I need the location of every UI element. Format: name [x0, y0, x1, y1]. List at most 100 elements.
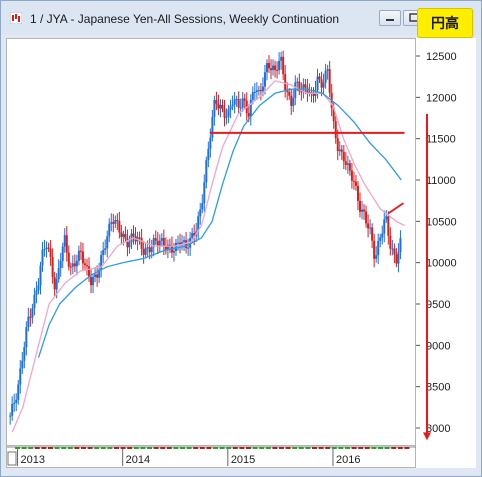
session-marker — [378, 447, 383, 449]
candle-body — [304, 84, 307, 88]
candle — [320, 71, 323, 97]
candle-body — [274, 65, 277, 70]
session-marker — [160, 447, 166, 449]
session-marker — [397, 447, 403, 449]
candle-body — [11, 403, 14, 416]
candle — [136, 231, 139, 251]
candle — [106, 230, 109, 258]
candle-body — [67, 252, 70, 267]
session-marker — [213, 447, 218, 449]
session-marker — [272, 447, 278, 449]
candle-body — [259, 90, 262, 92]
candle-body — [71, 263, 74, 267]
candle — [73, 254, 76, 273]
candle — [221, 99, 224, 113]
candle-body — [148, 247, 151, 253]
candle-body — [342, 151, 345, 162]
candle-body — [73, 263, 76, 267]
candle — [352, 171, 355, 190]
candle-body — [276, 69, 279, 71]
candle-body — [162, 238, 165, 246]
candle-body — [346, 163, 349, 165]
candle — [253, 83, 256, 101]
candle-body — [92, 277, 95, 286]
price-tick-label: 8500 — [426, 382, 450, 394]
candle — [235, 95, 238, 107]
candle-body — [146, 247, 149, 249]
candle — [249, 94, 252, 126]
candle-body — [160, 238, 163, 241]
candle — [369, 219, 372, 235]
candle — [318, 73, 321, 84]
candle-body — [371, 227, 374, 241]
candle — [134, 227, 137, 245]
candle — [348, 159, 351, 176]
candle — [217, 94, 220, 116]
candle-body — [209, 137, 212, 149]
candle-body — [168, 244, 171, 246]
candle — [114, 215, 117, 229]
candle — [265, 59, 268, 81]
candle-body — [15, 399, 18, 403]
candle — [342, 145, 345, 170]
session-marker — [199, 447, 205, 449]
candle — [371, 223, 374, 249]
yen-strength-badge: 円高 — [417, 8, 473, 38]
candle-body — [164, 245, 167, 250]
candle-body — [397, 252, 400, 264]
candle — [365, 205, 368, 228]
candle-body — [361, 209, 364, 212]
minimize-button[interactable] — [379, 10, 401, 26]
candle-body — [112, 222, 115, 224]
candle — [237, 91, 240, 114]
price-axis: 8000 8500 9000 9500 10000 10500 11000 11500 1200… — [416, 38, 476, 446]
session-marker — [21, 447, 27, 449]
candle-body — [340, 149, 343, 152]
candle-body — [385, 216, 388, 220]
price-tick-label: 11000 — [426, 175, 456, 187]
candle-body — [33, 294, 36, 309]
candle — [219, 99, 222, 118]
candle — [282, 50, 285, 81]
candle-body — [122, 234, 125, 238]
candle — [207, 141, 210, 168]
candle-body — [205, 160, 208, 183]
candle-body — [213, 100, 216, 117]
candle-body — [100, 255, 103, 270]
candle-body — [118, 221, 121, 233]
candle — [274, 60, 277, 78]
candle-body — [255, 90, 258, 92]
candle — [33, 287, 36, 316]
candle-body — [211, 116, 214, 138]
candle — [176, 235, 179, 251]
candle-body — [251, 92, 254, 100]
price-tick-label: 10000 — [426, 258, 457, 270]
candle-body — [373, 240, 376, 259]
candle — [138, 231, 141, 245]
candle-body — [399, 238, 402, 253]
candle — [381, 225, 384, 245]
candle-body — [257, 90, 260, 92]
candle-body — [193, 233, 196, 237]
candle-body — [29, 316, 32, 318]
candle — [35, 281, 38, 304]
candle-body — [296, 81, 299, 83]
candle-body — [358, 200, 361, 212]
session-marker — [298, 447, 304, 449]
candle-body — [9, 415, 12, 417]
candle-body — [110, 222, 113, 224]
candle — [47, 242, 50, 253]
candle-body — [270, 68, 273, 71]
candle — [11, 396, 14, 421]
candle-body — [79, 250, 82, 252]
fast-moving-average-line — [11, 80, 405, 433]
candle — [75, 254, 78, 276]
candle — [96, 265, 99, 287]
candle — [61, 242, 64, 268]
candle-body — [312, 93, 315, 96]
candle-body — [69, 266, 72, 268]
candle — [302, 78, 305, 99]
candle-body — [116, 220, 119, 222]
candle — [377, 233, 380, 265]
candle-body — [261, 86, 264, 92]
